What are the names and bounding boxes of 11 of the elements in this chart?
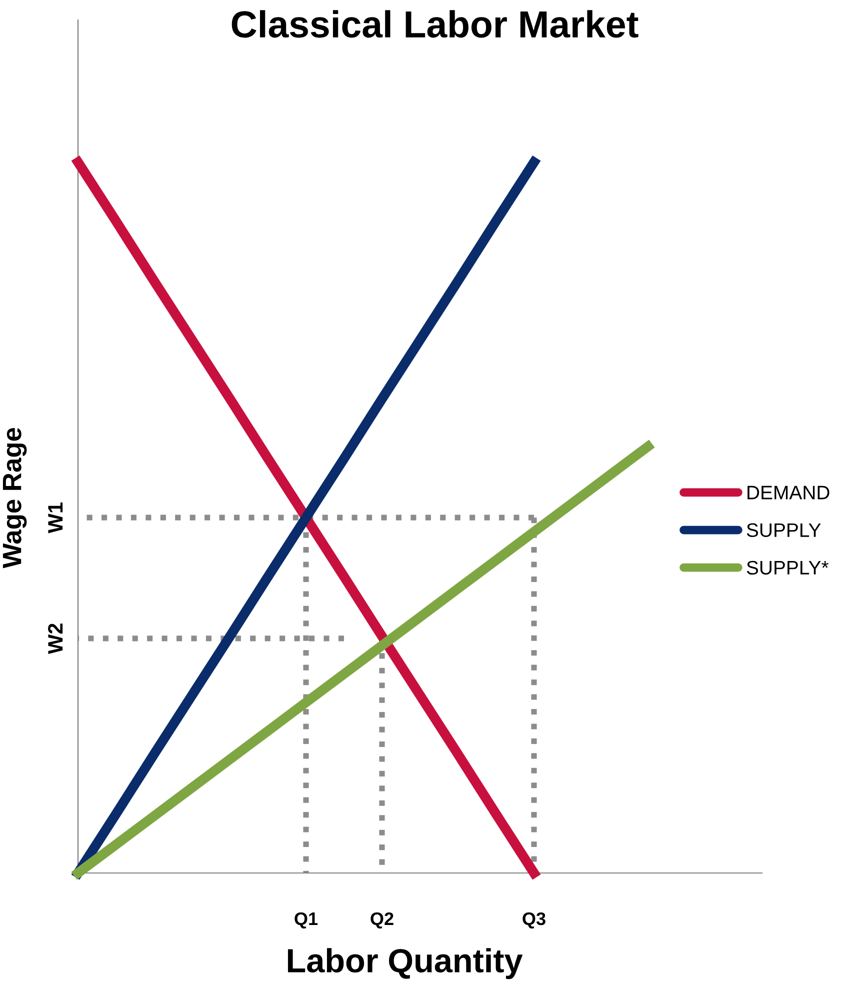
text: W2: [48, 624, 63, 654]
legend-label: SUPPLY: [746, 523, 821, 538]
y-axis-title: Wage Rage: [2, 428, 27, 568]
x-tick-label: Q2: [370, 912, 394, 929]
x-tick-label: Q3: [522, 912, 546, 929]
x-axis-title: Labor Quantity: [288, 948, 523, 980]
legend-label: DEMAND: [748, 486, 830, 500]
text: W1: [48, 502, 63, 534]
x-tick-label: Q1: [294, 912, 318, 929]
chart-title: Classical Labor Market: [232, 10, 638, 38]
legend-label: SUPPLY*: [746, 560, 829, 575]
